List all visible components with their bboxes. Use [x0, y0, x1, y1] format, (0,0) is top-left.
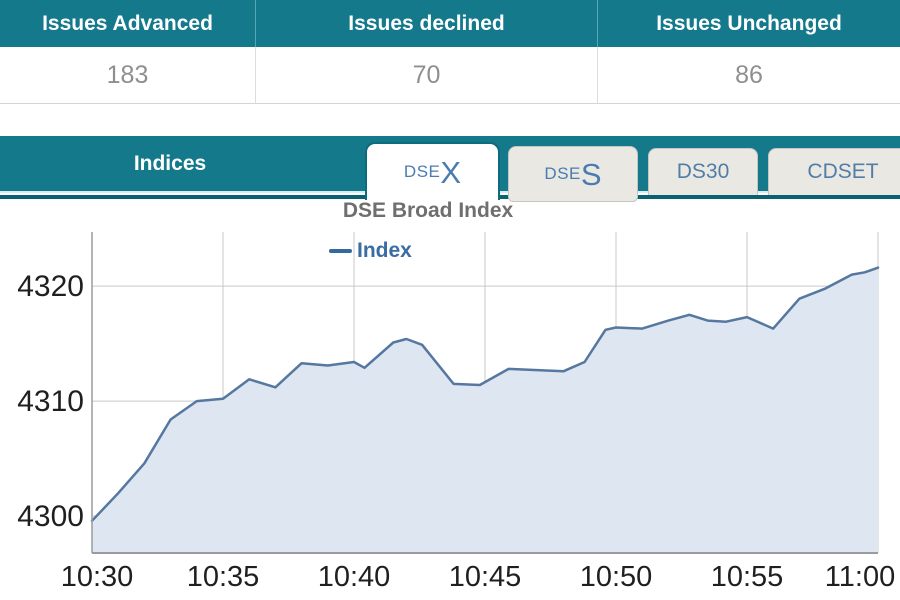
issues-summary-table: Issues Advanced Issues declined Issues U… [0, 0, 900, 104]
x-tick-label: 10:30 [61, 561, 134, 593]
tab-dsex-label-prefix: DSE [403, 162, 441, 181]
issues-advanced-value: 183 [106, 60, 149, 89]
tab-dses[interactable]: DSE S [508, 146, 638, 202]
x-tick-label: 10:35 [187, 561, 260, 593]
index-line [90, 266, 880, 523]
tab-ds30[interactable]: DS30 [648, 148, 758, 195]
tab-cdset[interactable]: CDSET [768, 148, 900, 195]
x-tick-label: 10:45 [449, 561, 522, 593]
issues-advanced-header: Issues Advanced [42, 11, 213, 35]
issues-unchanged-value: 86 [597, 47, 900, 103]
tab-dsex[interactable]: DSE X [365, 142, 500, 200]
legend-line-swatch [329, 249, 352, 253]
tab-cdset-label: CDSET [807, 160, 879, 183]
tab-dses-label-prefix: DSE [544, 164, 581, 183]
y-tick-label: 4310 [17, 385, 84, 418]
tab-ds30-label: DS30 [676, 160, 730, 183]
issues-unchanged-header: Issues Unchanged [597, 0, 900, 47]
tab-dses-label-suffix: S [580, 156, 602, 192]
legend-label: Index [357, 239, 412, 262]
indices-section-title: Indices [133, 151, 207, 175]
issues-declined-value: 70 [255, 47, 597, 103]
x-tick-label: 10:50 [580, 561, 653, 593]
issues-table-value-row: 183 70 86 [0, 47, 900, 104]
x-tick-label: 10:55 [711, 561, 784, 593]
y-tick-label: 4300 [17, 500, 84, 533]
x-tick-label: 11:00 [825, 561, 895, 593]
tab-dsex-label-suffix: X [440, 154, 462, 190]
issues-table-header-row: Issues Advanced Issues declined Issues U… [0, 0, 900, 47]
legend-item-index[interactable]: Index [329, 239, 412, 262]
index-area-fill [92, 267, 878, 553]
chart-title: DSE Broad Index [342, 199, 514, 222]
x-tick-label: 10:40 [318, 561, 391, 593]
y-tick-label: 4320 [17, 270, 84, 303]
issues-declined-header: Issues declined [255, 0, 597, 47]
